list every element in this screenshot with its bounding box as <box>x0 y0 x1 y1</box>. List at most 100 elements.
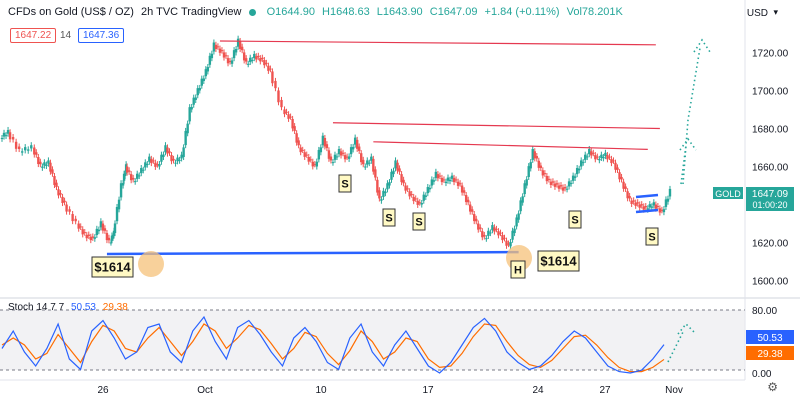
candle-body <box>311 161 314 167</box>
stoch-label[interactable]: Stoch <box>8 302 34 313</box>
candle-body <box>138 175 141 177</box>
candle-body <box>602 157 605 159</box>
candle-body <box>509 241 512 247</box>
candle-body <box>95 228 99 235</box>
buy-button[interactable]: 1647.36 <box>78 28 125 43</box>
candle-body <box>202 78 206 81</box>
candle-body <box>412 196 415 202</box>
candle-body <box>380 199 383 201</box>
candle-body <box>450 175 454 179</box>
candle-body <box>475 218 478 222</box>
candle-body <box>74 218 77 222</box>
candle-body <box>53 176 56 185</box>
candle-body <box>144 162 147 168</box>
sell-button[interactable]: 1647.22 <box>10 28 57 43</box>
candle-body <box>586 156 589 158</box>
candle-body <box>335 156 339 158</box>
symbol-title[interactable]: CFDs on Gold (US$ / OZ) <box>8 6 134 18</box>
candle-body <box>41 166 44 168</box>
stoch-k-value: 50.53 <box>70 302 96 313</box>
annotation-low-left-text: $1614 <box>94 260 131 275</box>
candle-body <box>216 46 220 48</box>
stoch-params: 14 7 7 <box>36 302 65 313</box>
candle-body <box>479 227 482 229</box>
candle-body <box>125 166 129 173</box>
gold-symbol-text: GOLD <box>715 189 741 199</box>
candle-body <box>289 116 292 118</box>
gold-symbol-tag <box>713 187 743 199</box>
candle-body <box>351 146 355 150</box>
candle-body <box>305 154 308 156</box>
candle-body <box>115 207 119 222</box>
candle-body <box>654 204 658 209</box>
candle-body <box>174 162 177 164</box>
candle-body <box>392 170 395 175</box>
annotation-low-right-box <box>537 250 580 272</box>
trendline-support <box>106 250 519 256</box>
candle-body <box>271 71 274 84</box>
candle-body <box>319 147 323 153</box>
candle-body <box>117 199 121 210</box>
candle-body <box>444 181 448 184</box>
candle-body <box>315 161 319 167</box>
candle-body <box>614 162 617 170</box>
bar-countdown-text: 01:00:20 <box>752 200 787 210</box>
candle-body <box>543 173 547 175</box>
candle-body <box>234 49 238 53</box>
candle-body <box>632 200 635 202</box>
candle-body <box>571 175 575 181</box>
low-highlight-left <box>138 251 164 277</box>
candle-body <box>156 164 159 166</box>
y-tick-label: 1700.00 <box>752 86 789 97</box>
candle-body <box>119 183 123 198</box>
flag-lower-line <box>635 208 659 214</box>
candle-body <box>565 188 569 190</box>
candle-body <box>582 162 585 164</box>
candle-body <box>652 202 656 206</box>
gear-icon[interactable]: ⚙ <box>767 380 778 394</box>
candle-body <box>493 227 496 232</box>
candle-body <box>232 50 236 59</box>
candle-body <box>255 56 258 60</box>
ohlc-high: H1648.63 <box>322 6 370 18</box>
candle-body <box>644 206 647 208</box>
candle-body <box>89 236 92 241</box>
candle-body <box>339 151 343 156</box>
candle-body <box>14 141 18 149</box>
candle-body <box>176 157 179 162</box>
candle-body <box>274 80 277 89</box>
candle-body <box>446 177 450 181</box>
candle-body <box>579 160 583 167</box>
stoch-tick-80: 80.00 <box>752 306 777 317</box>
stoch-band <box>0 310 745 370</box>
candle-body <box>370 156 373 161</box>
candle-body <box>360 153 363 163</box>
candle-body <box>424 195 427 197</box>
candle-body <box>428 187 432 190</box>
interval-label[interactable]: 2h <box>140 6 154 18</box>
candle-body <box>515 217 518 227</box>
candle-body <box>57 189 60 196</box>
currency-label[interactable]: USD <box>746 8 768 19</box>
candle-body <box>382 190 385 197</box>
candle-body <box>364 166 367 168</box>
flag-upper-line <box>635 193 659 199</box>
candle-body <box>561 187 565 191</box>
spread-label: 14 <box>60 30 72 41</box>
candle-body <box>638 204 641 208</box>
candle-body <box>228 60 232 62</box>
candle-body <box>8 132 12 140</box>
candle-body <box>539 165 543 169</box>
candle-body <box>182 147 185 157</box>
candle-body <box>440 177 444 183</box>
candle-body <box>129 174 133 181</box>
candle-body <box>280 99 283 108</box>
candle-body <box>214 44 218 49</box>
chevron-down-icon[interactable]: ▾ <box>773 7 778 17</box>
candle-body <box>555 183 559 185</box>
shoulder-label-1-box <box>382 208 396 227</box>
projection-arrow-1 <box>682 47 701 185</box>
candle-body <box>620 176 623 180</box>
y-tick-label: 1600.00 <box>752 277 789 288</box>
